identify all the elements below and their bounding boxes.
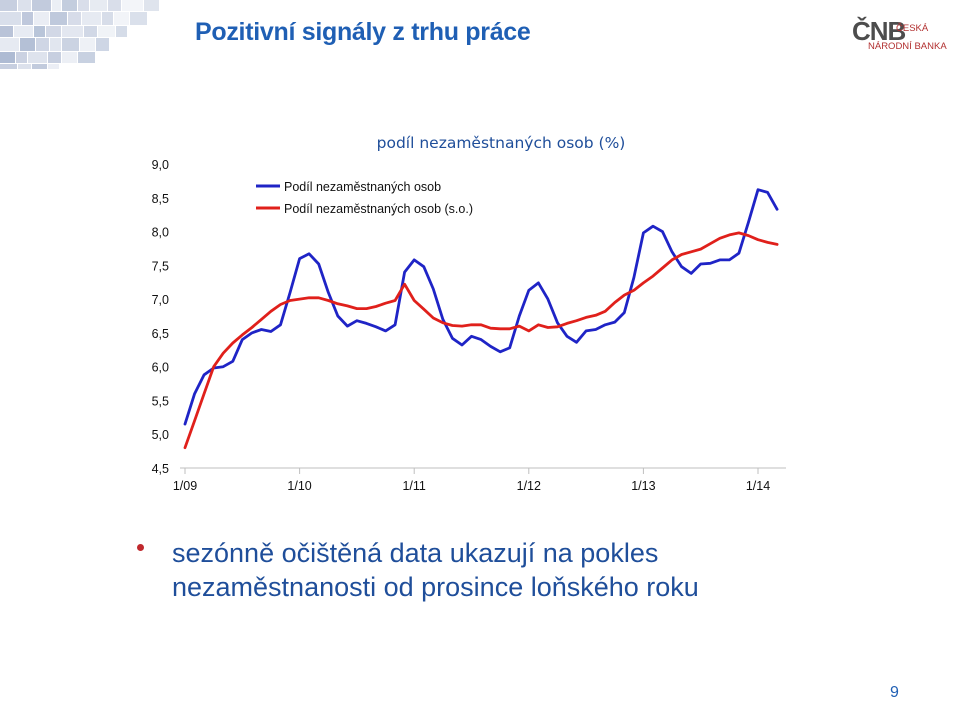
mosaic-tile — [46, 26, 61, 37]
mosaic-tile — [98, 26, 115, 37]
mosaic-tile — [50, 38, 61, 51]
decorative-mosaic — [0, 0, 159, 69]
x-tick-label: 1/12 — [517, 479, 541, 493]
logo-mark: ČNB — [852, 16, 906, 46]
chart-title: podíl nezaměstnaných osob (%) — [377, 134, 626, 152]
mosaic-tile — [0, 52, 15, 63]
mosaic-tile — [116, 26, 127, 37]
mosaic-tile — [50, 12, 67, 25]
series-line-raw — [183, 188, 779, 426]
mosaic-tile — [52, 0, 61, 11]
legend: Podíl nezaměstnaných osob Podíl nezaměst… — [256, 180, 473, 216]
legend-label-raw: Podíl nezaměstnaných osob — [284, 180, 441, 194]
y-tick-label: 4,5 — [152, 462, 169, 476]
mosaic-tile — [48, 52, 61, 63]
mosaic-tile — [0, 38, 19, 51]
mosaic-tile — [16, 52, 27, 63]
mosaic-tile — [0, 26, 13, 37]
y-tick-label: 8,0 — [152, 226, 169, 240]
mosaic-tile — [96, 38, 109, 51]
mosaic-tile — [108, 0, 121, 11]
mosaic-tile — [144, 0, 159, 11]
plot-area — [183, 188, 779, 450]
mosaic-tile — [62, 0, 77, 11]
mosaic-tile — [0, 12, 21, 25]
y-tick-label: 8,5 — [152, 192, 169, 206]
mosaic-tile — [122, 0, 143, 11]
y-tick-label: 9,0 — [152, 158, 169, 172]
mosaic-tile — [28, 52, 47, 63]
y-tick-label: 7,5 — [152, 259, 169, 273]
mosaic-tile — [36, 38, 49, 51]
bullet-text: sezónně očištěná data ukazují na pokles … — [172, 538, 699, 602]
mosaic-tile — [78, 52, 95, 63]
x-tick-label: 1/13 — [631, 479, 655, 493]
mosaic-tile — [48, 64, 59, 69]
mosaic-tile — [82, 12, 101, 25]
unemployment-chart: podíl nezaměstnaných osob (%) 4,5 5,0 5,5 6… — [152, 134, 786, 493]
mosaic-tile — [68, 12, 81, 25]
mosaic-tile — [14, 26, 33, 37]
mosaic-tile — [62, 26, 83, 37]
mosaic-tile — [80, 38, 95, 51]
mosaic-tile — [32, 64, 47, 69]
mosaic-tile — [114, 12, 129, 25]
mosaic-tile — [0, 64, 17, 69]
mosaic-tile — [90, 0, 107, 11]
logo-text-line2: NÁRODNÍ BANKA — [868, 41, 947, 52]
x-axis: 1/09 1/10 1/11 1/12 1/13 1/14 — [173, 467, 786, 493]
x-tick-label: 1/10 — [287, 479, 311, 493]
mosaic-tile — [22, 12, 33, 25]
x-tick-label: 1/11 — [402, 479, 425, 493]
y-tick-label: 6,5 — [152, 327, 169, 341]
mosaic-tile — [32, 0, 51, 11]
mosaic-tile — [102, 12, 113, 25]
mosaic-tile — [0, 0, 17, 11]
mosaic-tile — [130, 12, 147, 25]
mosaic-tile — [78, 0, 89, 11]
mosaic-tile — [34, 26, 45, 37]
x-tick-label: 1/14 — [746, 479, 770, 493]
mosaic-tile — [62, 52, 77, 63]
y-axis: 4,5 5,0 5,5 6,0 6,5 7,0 7,5 8,0 8,5 9,0 — [152, 158, 169, 476]
legend-label-sa: Podíl nezaměstnaných osob (s.o.) — [284, 202, 473, 216]
mosaic-tile — [84, 26, 97, 37]
cnb-logo: ČNB ČESKÁ NÁRODNÍ BANKA — [852, 18, 952, 54]
mosaic-tile — [18, 64, 31, 69]
page-number: 9 — [890, 684, 899, 701]
y-tick-label: 7,0 — [152, 293, 169, 307]
x-tick-label: 1/09 — [173, 479, 197, 493]
y-tick-label: 5,5 — [152, 394, 169, 408]
slide-title: Pozitivní signály z trhu práce — [195, 18, 531, 46]
mosaic-tile — [62, 38, 79, 51]
mosaic-tile — [18, 0, 31, 11]
y-tick-label: 6,0 — [152, 361, 169, 375]
logo-text-line1: ČESKÁ — [896, 23, 929, 34]
series-line-seasonally-adjusted — [183, 231, 779, 450]
mosaic-tile — [34, 12, 49, 25]
bullet-marker — [137, 544, 144, 551]
y-tick-label: 5,0 — [152, 428, 169, 442]
mosaic-tile — [20, 38, 35, 51]
